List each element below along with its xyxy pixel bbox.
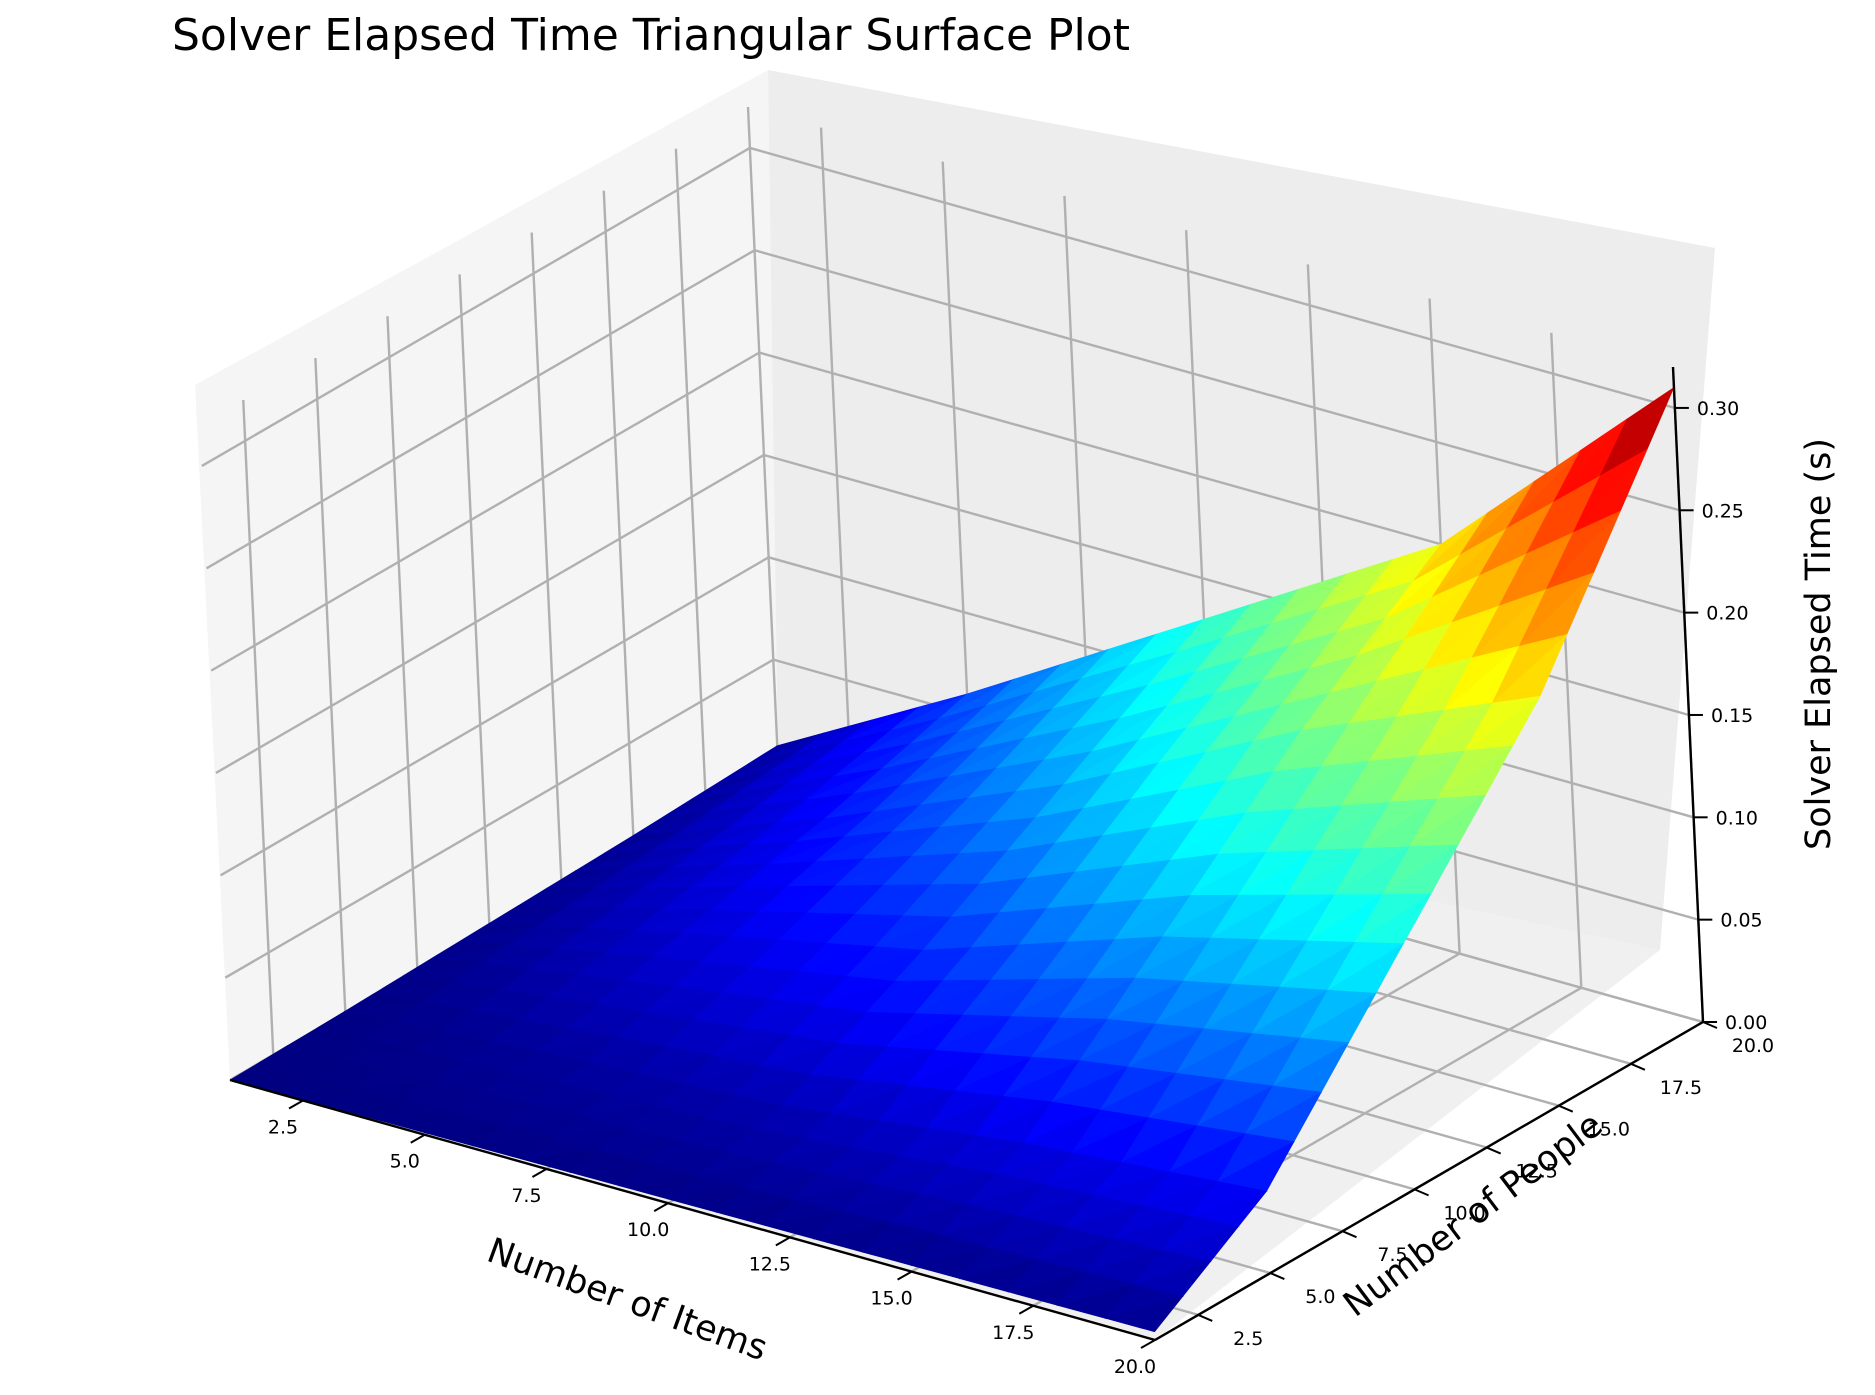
z-tick-label: 0.10 — [1716, 807, 1758, 829]
z-tick-label: 0.20 — [1706, 603, 1748, 625]
grid-line-left-y-5 — [602, 190, 635, 846]
axes — [229, 366, 1705, 1342]
x-tick-mark — [410, 1133, 426, 1144]
grid-line-left-y-1 — [314, 357, 347, 1014]
y-tick-label: 2.5 — [1233, 1328, 1263, 1350]
y-tick-mark — [1414, 1188, 1429, 1197]
y-tick-label: 17.5 — [1660, 1077, 1702, 1099]
x-tick-mark — [775, 1236, 791, 1247]
x-tick-label: 10.0 — [627, 1219, 669, 1241]
x-axis-label: Number of Items — [482, 1231, 772, 1369]
grid-line-left-y-3 — [458, 274, 491, 930]
surface-triangle — [1104, 1296, 1184, 1333]
grid-line-left-z-4 — [210, 351, 760, 672]
grid-line-back-x-0 — [819, 127, 853, 783]
x-tick-label: 5.0 — [390, 1151, 420, 1173]
y-tick-mark — [1630, 1062, 1646, 1071]
y-tick-label: 10.0 — [1443, 1202, 1485, 1224]
grid-line-left-z-3 — [215, 453, 765, 775]
x-tick-mark — [288, 1099, 304, 1110]
grid-line-left-z-1 — [224, 658, 774, 979]
y-tick-mark — [1197, 1313, 1213, 1322]
surface — [229, 387, 1675, 1333]
x-tick-mark — [897, 1270, 913, 1281]
x-tick-label: 20.0 — [1114, 1356, 1156, 1378]
y-tick-label: 5.0 — [1305, 1286, 1335, 1308]
z-tick-label: 0.05 — [1720, 910, 1762, 932]
y-tick-label: 20.0 — [1732, 1035, 1774, 1057]
x-tick-mark — [1018, 1304, 1034, 1315]
grid-line-left-y-2 — [386, 316, 419, 972]
grid-line-back-x-6 — [1550, 332, 1583, 988]
grid-line-back-z-5 — [754, 249, 1680, 512]
y-axis-line — [1154, 1020, 1704, 1342]
grid-line-left-y-7 — [746, 106, 780, 763]
grid-line-left-y-4 — [530, 232, 563, 888]
grid-line-back-z-6 — [749, 146, 1676, 410]
z-tick-label: 0.25 — [1702, 500, 1744, 522]
y-tick-label: 12.5 — [1516, 1161, 1558, 1183]
grid-line-left-z-6 — [201, 146, 751, 467]
z-axis-label: Solver Elapsed Time (s) — [1799, 438, 1839, 850]
y-tick-mark — [1342, 1230, 1357, 1239]
y-tick-label: 15.0 — [1588, 1119, 1630, 1141]
y-tick-label: 7.5 — [1377, 1244, 1407, 1266]
z-tick-label: 0.30 — [1697, 398, 1739, 420]
x-tick-label: 7.5 — [511, 1185, 541, 1207]
grid-line-left-z-2 — [220, 556, 770, 877]
x-tick-mark — [1140, 1339, 1156, 1349]
x-tick-mark — [653, 1202, 669, 1213]
grid-line-left-y-0 — [242, 399, 275, 1055]
ticks: 2.5 5.0 7.5 10.0 12.5 15.0 17.5 20.0 2.5 5.0 7.5 10… — [268, 398, 1774, 1378]
grid-line-left-z-5 — [205, 249, 756, 570]
y-tick-mark — [1269, 1272, 1285, 1280]
chart-title: Solver Elapsed Time Triangular Surface P… — [172, 10, 1130, 61]
x-tick-label: 17.5 — [992, 1322, 1034, 1344]
z-axis-line — [1671, 366, 1705, 1023]
grid-line-left-y-6 — [674, 148, 708, 804]
x-tick-label: 12.5 — [749, 1253, 791, 1275]
x-tick-label: 2.5 — [268, 1117, 298, 1139]
x-axis-line — [229, 1078, 1156, 1342]
z-tick-label: 0.00 — [1725, 1012, 1767, 1034]
x-tick-label: 15.0 — [870, 1288, 912, 1310]
x-tick-mark — [531, 1168, 547, 1178]
y-tick-mark — [1486, 1146, 1502, 1155]
y-tick-mark — [1558, 1104, 1574, 1113]
z-tick-label: 0.15 — [1711, 705, 1753, 727]
